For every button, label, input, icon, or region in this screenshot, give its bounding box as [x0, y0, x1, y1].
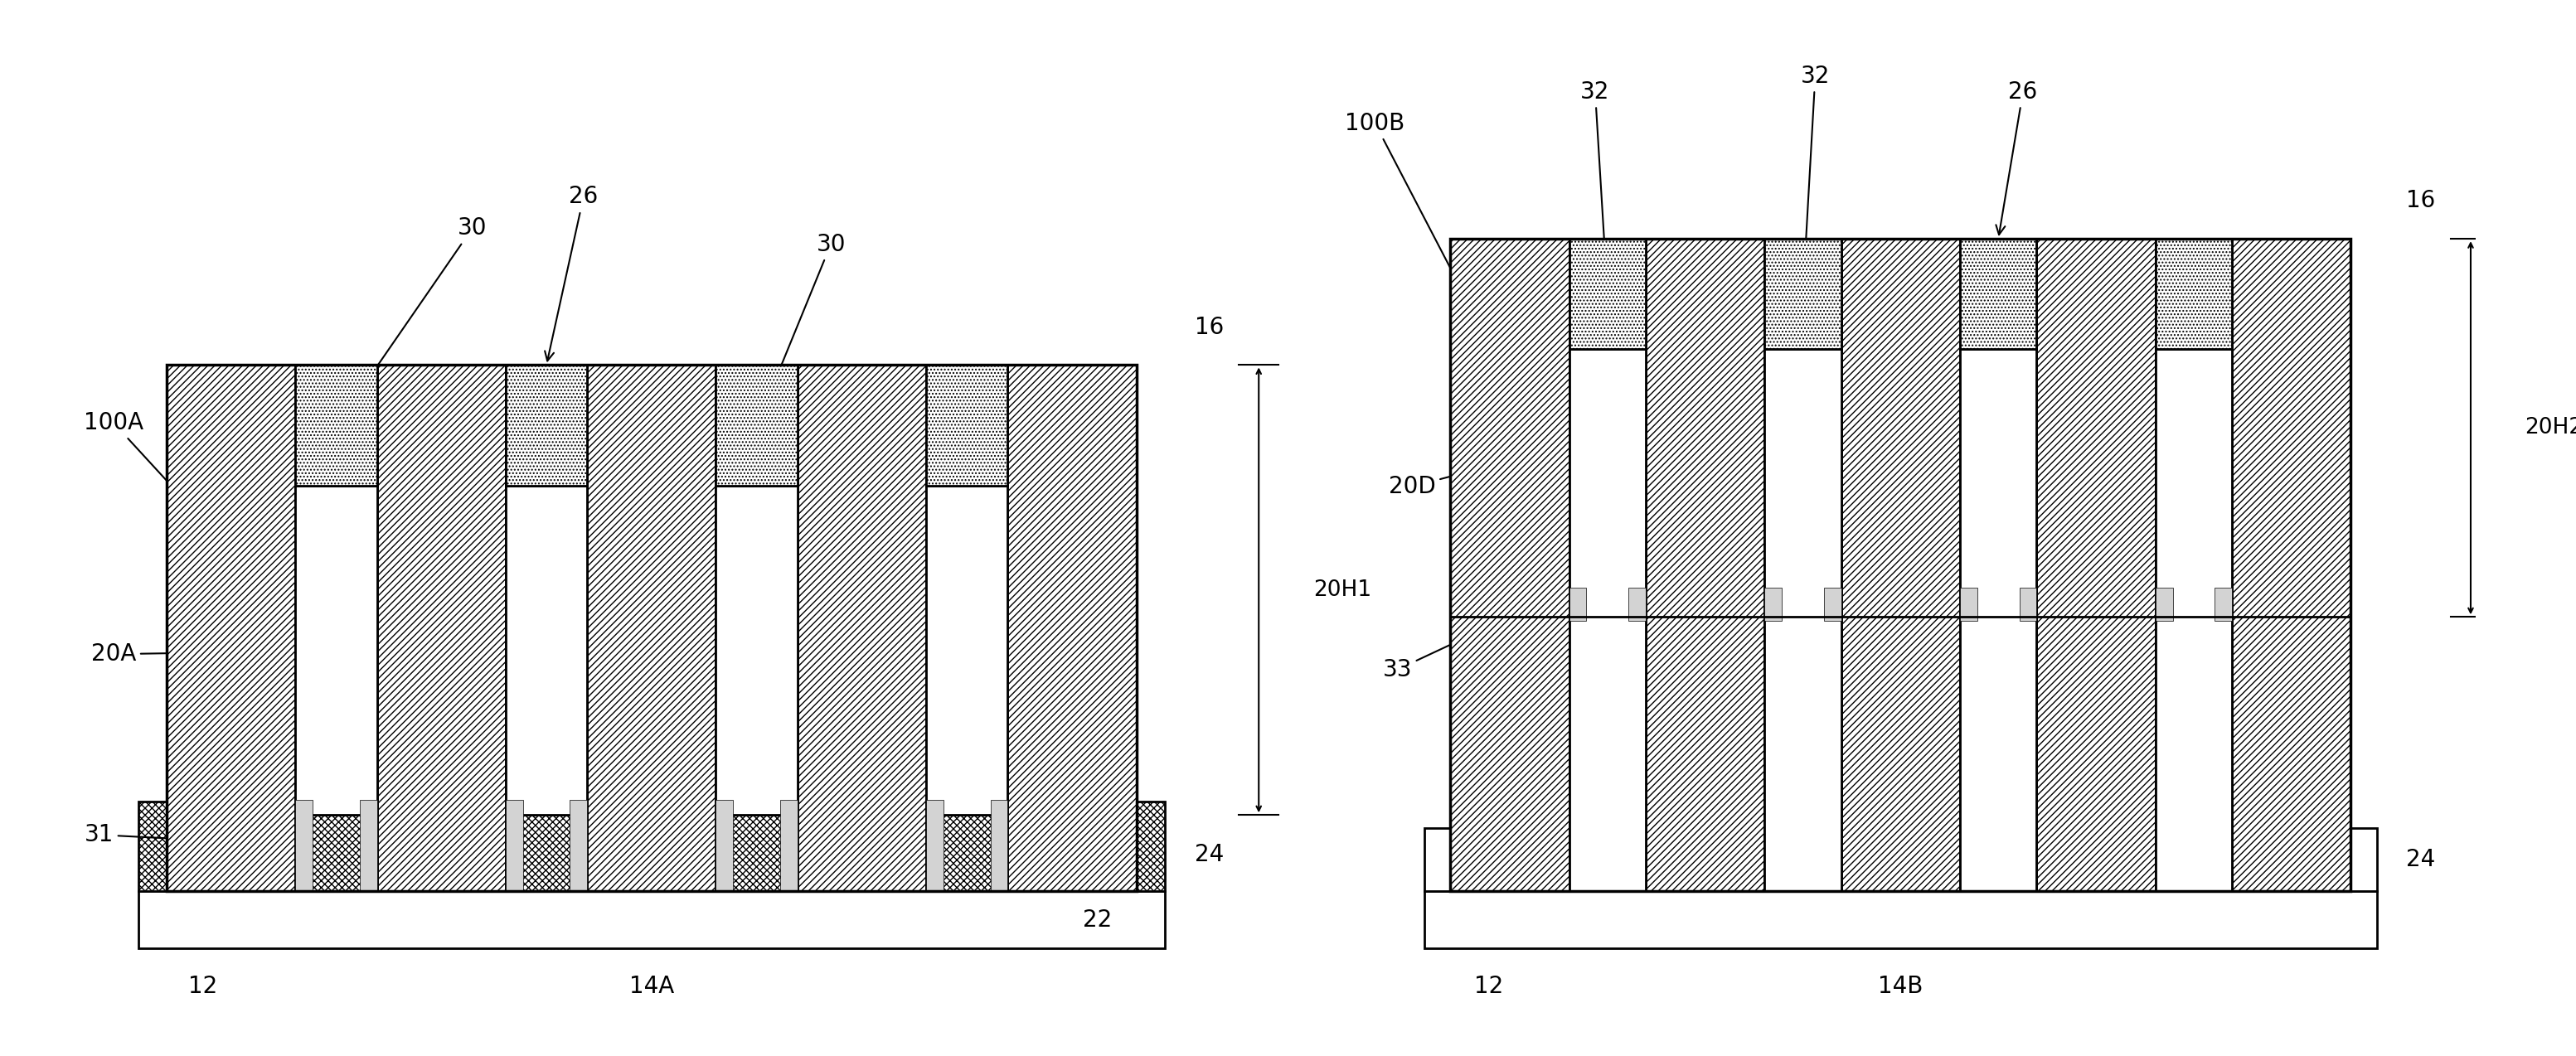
Bar: [1765, 587, 1783, 621]
Bar: [505, 486, 587, 815]
Text: 20A: 20A: [90, 642, 332, 665]
Text: 100B: 100B: [1345, 112, 1484, 333]
Bar: [296, 365, 376, 486]
Text: 16: 16: [2406, 189, 2434, 212]
Bar: [167, 365, 296, 890]
Text: 12: 12: [188, 975, 216, 998]
Text: 24: 24: [2406, 848, 2434, 871]
Bar: [1765, 350, 1842, 890]
Bar: [1960, 587, 1978, 621]
Bar: [1646, 239, 1765, 890]
Bar: [1960, 239, 2038, 350]
Bar: [2020, 587, 2038, 621]
Text: 12: 12: [1473, 975, 1504, 998]
Text: 14A: 14A: [629, 975, 675, 998]
Bar: [296, 815, 376, 890]
Text: 100A: 100A: [82, 411, 204, 520]
Bar: [376, 365, 505, 890]
Bar: [1842, 239, 1960, 890]
Bar: [1425, 828, 2378, 890]
Bar: [167, 365, 296, 890]
Bar: [1450, 239, 2352, 890]
Bar: [1569, 239, 1646, 350]
Bar: [296, 799, 312, 890]
Text: 31: 31: [85, 824, 299, 849]
Bar: [716, 799, 734, 890]
Bar: [927, 799, 943, 890]
Bar: [2038, 239, 2156, 890]
Bar: [1450, 239, 1569, 890]
Bar: [799, 365, 927, 890]
Bar: [2231, 239, 2352, 890]
Bar: [799, 365, 927, 890]
Bar: [1842, 239, 1960, 890]
Text: 26: 26: [1996, 80, 2038, 234]
Bar: [716, 365, 799, 486]
Bar: [1007, 365, 1136, 890]
Bar: [716, 486, 799, 815]
Bar: [2038, 239, 2156, 890]
Text: 24: 24: [1195, 844, 1224, 867]
Text: 26: 26: [546, 185, 598, 361]
Bar: [1569, 587, 1587, 621]
Bar: [587, 365, 716, 890]
Bar: [361, 799, 376, 890]
Bar: [2156, 587, 2172, 621]
Bar: [2156, 239, 2231, 350]
Text: 30: 30: [337, 216, 487, 422]
Text: 14B: 14B: [1878, 975, 1924, 998]
Bar: [716, 815, 799, 890]
Text: 22: 22: [1082, 908, 1113, 931]
Bar: [505, 365, 587, 486]
Bar: [1960, 350, 2038, 890]
Bar: [927, 815, 1007, 890]
Bar: [927, 365, 1007, 486]
Bar: [1450, 239, 1569, 890]
Bar: [2215, 587, 2231, 621]
Bar: [505, 815, 587, 890]
Bar: [1569, 350, 1646, 890]
Bar: [139, 802, 1164, 890]
Text: 20H1: 20H1: [1314, 580, 1370, 601]
Bar: [1824, 587, 1842, 621]
Text: 16: 16: [1195, 316, 1224, 339]
Bar: [781, 799, 799, 890]
Bar: [569, 799, 587, 890]
Bar: [2231, 239, 2352, 890]
Bar: [1007, 365, 1136, 890]
Bar: [1628, 587, 1646, 621]
Bar: [2156, 350, 2231, 890]
Text: 32: 32: [1582, 80, 1610, 289]
Bar: [139, 890, 1164, 948]
Bar: [587, 365, 716, 890]
Bar: [1646, 239, 1765, 890]
Text: 20H2: 20H2: [2524, 417, 2576, 438]
Text: 32: 32: [1798, 64, 1829, 289]
Bar: [1765, 239, 1842, 350]
Bar: [505, 799, 523, 890]
Bar: [1425, 890, 2378, 948]
Bar: [989, 799, 1007, 890]
Text: 30: 30: [757, 232, 845, 421]
Bar: [296, 486, 376, 815]
Text: 20D: 20D: [1388, 466, 1481, 498]
Bar: [167, 365, 1136, 890]
Bar: [927, 486, 1007, 815]
Text: 33: 33: [1383, 619, 1507, 681]
Bar: [376, 365, 505, 890]
